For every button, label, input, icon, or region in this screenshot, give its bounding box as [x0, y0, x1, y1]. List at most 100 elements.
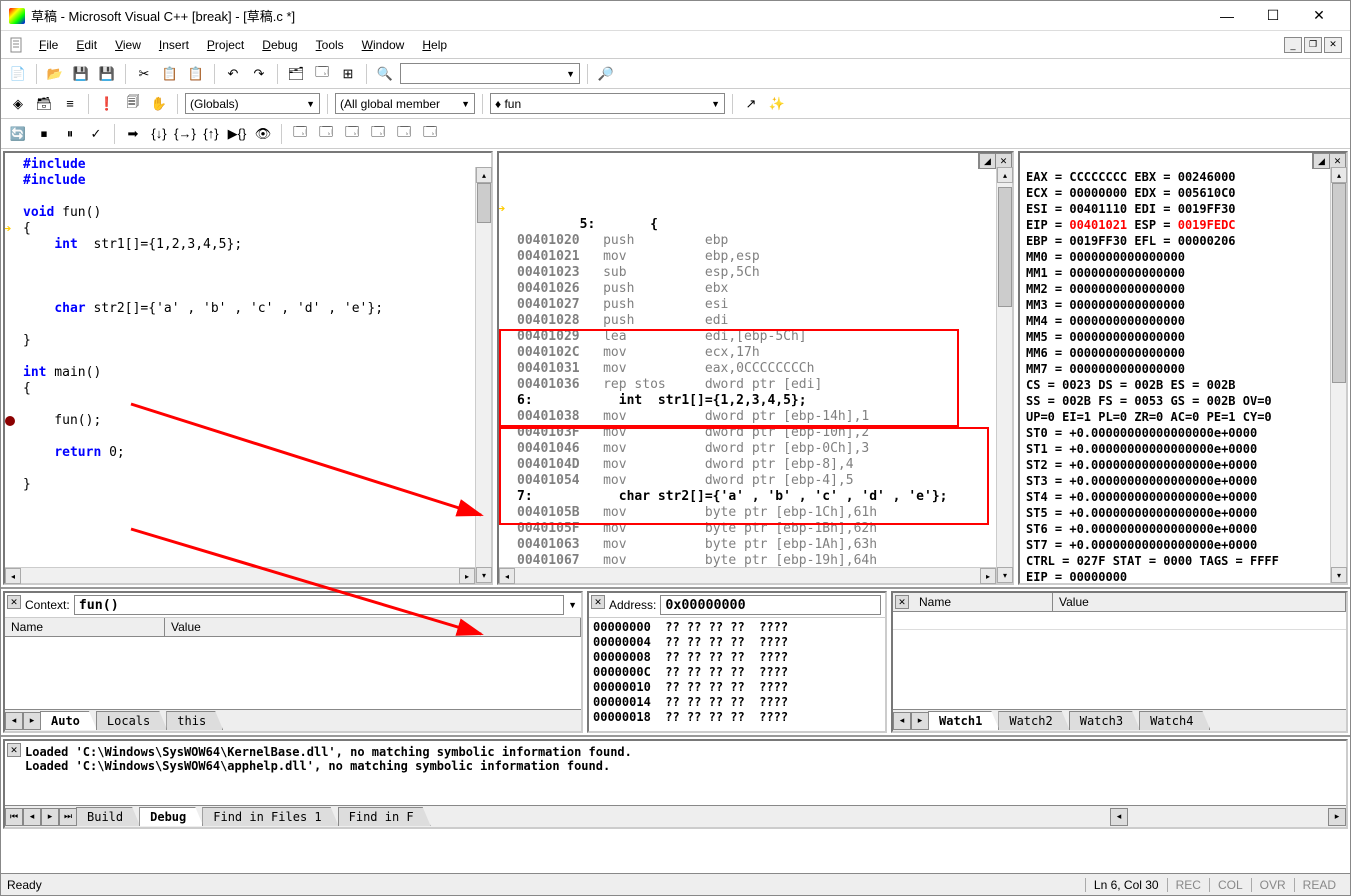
scope-combo[interactable]: (Globals)▼ [185, 93, 320, 114]
variables-button[interactable]: 🗔 [315, 123, 337, 145]
function-combo[interactable]: ♦ fun▼ [490, 93, 725, 114]
stepout-button[interactable]: {↑} [200, 123, 222, 145]
maximize-button[interactable]: ☐ [1250, 1, 1296, 31]
tb2-btn2[interactable]: 🗃 [33, 93, 55, 115]
source-editor[interactable]: #include #include void fun() ➔{ int str1… [5, 153, 491, 583]
stepover-button[interactable]: {→} [174, 123, 196, 145]
break-button[interactable]: ⏸ [59, 123, 81, 145]
otab-last[interactable]: ⏭ [59, 808, 77, 826]
reg-scrollbar-v[interactable]: ▴ ▾ [1330, 167, 1346, 583]
vars-grid-body[interactable] [5, 637, 581, 709]
registers-button[interactable]: 🗔 [341, 123, 363, 145]
menu-help[interactable]: Help [414, 36, 455, 54]
wtab-nav-left[interactable]: ◂ [893, 712, 911, 730]
workspace-button[interactable]: 🗂 [285, 63, 307, 85]
asm-scrollbar-h[interactable]: ◂▸ [499, 567, 996, 583]
mdi-close[interactable]: ✕ [1324, 37, 1342, 53]
menu-tools[interactable]: Tools [308, 36, 352, 54]
tab-watch2[interactable]: Watch2 [998, 711, 1069, 730]
restart-button[interactable]: 🔄 [7, 123, 29, 145]
tab-debug[interactable]: Debug [139, 807, 203, 826]
members-combo[interactable]: (All global member▼ [335, 93, 475, 114]
memory-view[interactable]: 00000000 ?? ?? ?? ?? ???? 00000004 ?? ??… [589, 618, 885, 731]
disassembly-view[interactable]: 5: { 00401020 push ebp ➔00401021 mov ebp… [499, 153, 1012, 583]
tb2-btn4[interactable]: ❗ [96, 93, 118, 115]
tab-watch1[interactable]: Watch1 [928, 711, 999, 730]
memory-button[interactable]: 🗔 [367, 123, 389, 145]
menu-view[interactable]: View [107, 36, 149, 54]
vars-close-icon[interactable]: ✕ [7, 595, 21, 609]
open-button[interactable]: 📂 [44, 63, 66, 85]
quickwatch-button[interactable]: 👁 [252, 123, 274, 145]
vars-value-header[interactable]: Value [165, 618, 581, 636]
callstack-button[interactable]: 🗔 [393, 123, 415, 145]
window-list-button[interactable]: 🗔 [311, 63, 333, 85]
code-scrollbar-v[interactable]: ▴ ▾ [475, 167, 491, 583]
tab-build[interactable]: Build [76, 807, 140, 826]
tb2-btn5[interactable]: 🗐 [122, 93, 144, 115]
mdi-minimize[interactable]: _ [1284, 37, 1302, 53]
watch-name-header[interactable]: Name [913, 593, 1053, 611]
address-input[interactable] [660, 595, 881, 615]
tb2-goto[interactable]: ↗ [740, 93, 762, 115]
output-close-icon[interactable]: ✕ [7, 743, 21, 757]
vars-name-header[interactable]: Name [5, 618, 165, 636]
tab-nav-right[interactable]: ▸ [23, 712, 41, 730]
tab-watch3[interactable]: Watch3 [1069, 711, 1140, 730]
tab-this[interactable]: this [166, 711, 223, 730]
shownext-button[interactable]: ➡ [122, 123, 144, 145]
otab-first[interactable]: ⏮ [5, 808, 23, 826]
find-combo[interactable]: ▼ [400, 63, 580, 84]
menu-window[interactable]: Window [354, 36, 413, 54]
tab-locals[interactable]: Locals [96, 711, 167, 730]
tab-watch4[interactable]: Watch4 [1139, 711, 1210, 730]
menu-debug[interactable]: Debug [254, 36, 305, 54]
paste-button[interactable]: 📋 [185, 63, 207, 85]
runto-button[interactable]: ▶{} [226, 123, 248, 145]
menu-project[interactable]: Project [199, 36, 252, 54]
stepinto-button[interactable]: {↓} [148, 123, 170, 145]
tb2-btn3[interactable]: ≡ [59, 93, 81, 115]
menu-file[interactable]: File [31, 36, 66, 54]
otab-next[interactable]: ▸ [41, 808, 59, 826]
search-button[interactable]: 🔎 [595, 63, 617, 85]
output-scroll-left[interactable]: ◂ [1110, 808, 1128, 826]
stop-button[interactable]: ⏹ [33, 123, 55, 145]
menu-insert[interactable]: Insert [151, 36, 197, 54]
save-button[interactable]: 💾 [70, 63, 92, 85]
tb2-btn6[interactable]: ✋ [148, 93, 170, 115]
disasm-button[interactable]: 🗔 [419, 123, 441, 145]
cut-button[interactable]: ✂ [133, 63, 155, 85]
undo-button[interactable]: ↶ [222, 63, 244, 85]
tile-button[interactable]: ⊞ [337, 63, 359, 85]
redo-button[interactable]: ↷ [248, 63, 270, 85]
registers-view[interactable]: EAX = CCCCCCCC EBX = 00246000 ECX = 0000… [1020, 153, 1346, 583]
tb2-btn1[interactable]: ◈ [7, 93, 29, 115]
context-dropdown-icon[interactable]: ▼ [568, 600, 577, 610]
watch-button[interactable]: 🗔 [289, 123, 311, 145]
context-input[interactable] [74, 595, 564, 615]
mem-close-icon[interactable]: ✕ [591, 595, 605, 609]
tab-findfiles2[interactable]: Find in F [338, 807, 431, 826]
watch-close-icon[interactable]: ✕ [895, 595, 909, 609]
tab-findfiles1[interactable]: Find in Files 1 [202, 807, 338, 826]
wtab-nav-right[interactable]: ▸ [911, 712, 929, 730]
watch-grid-body[interactable] [893, 612, 1346, 709]
output-text[interactable]: Loaded 'C:\Windows\SysWOW64\KernelBase.d… [5, 741, 1346, 805]
mdi-restore[interactable]: ❐ [1304, 37, 1322, 53]
close-button[interactable]: ✕ [1296, 1, 1342, 31]
copy-button[interactable]: 📋 [159, 63, 181, 85]
watch-value-header[interactable]: Value [1053, 593, 1346, 611]
output-scroll-right[interactable]: ▸ [1328, 808, 1346, 826]
saveall-button[interactable]: 💾 [96, 63, 118, 85]
apply-button[interactable]: ✓ [85, 123, 107, 145]
otab-prev[interactable]: ◂ [23, 808, 41, 826]
tb2-wizard[interactable]: ✨ [766, 93, 788, 115]
tab-nav-left[interactable]: ◂ [5, 712, 23, 730]
minimize-button[interactable]: — [1204, 1, 1250, 31]
code-scrollbar-h[interactable]: ◂▸ [5, 567, 475, 583]
tab-auto[interactable]: Auto [40, 711, 97, 730]
menu-edit[interactable]: Edit [68, 36, 105, 54]
new-button[interactable]: 📄 [7, 63, 29, 85]
find-button[interactable]: 🔍 [374, 63, 396, 85]
